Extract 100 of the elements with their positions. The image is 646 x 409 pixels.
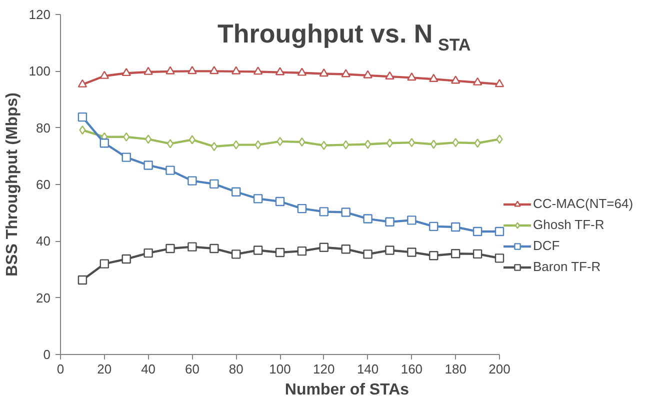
point [275, 196, 285, 206]
point [451, 249, 460, 258]
point [79, 126, 86, 135]
legend-label: Baron TF-R [533, 259, 601, 274]
point [297, 68, 307, 76]
point [319, 242, 328, 252]
point [429, 74, 438, 82]
point [275, 67, 285, 76]
point [319, 68, 328, 77]
point [474, 138, 481, 148]
y-tick-label: 120 [28, 7, 51, 22]
point [341, 244, 350, 254]
point [254, 140, 262, 150]
point [210, 66, 219, 74]
point [342, 140, 350, 150]
x-tick-label: 60 [184, 362, 200, 376]
legend-label: DCF [533, 238, 560, 253]
x-tick-label: 140 [356, 362, 379, 376]
y-tick-label: 60 [36, 177, 51, 192]
y-axis-title: BSS Throughput (Mbps) [4, 92, 21, 276]
point [320, 140, 328, 150]
point [166, 166, 175, 175]
point [78, 275, 88, 285]
point [319, 207, 328, 216]
x-axis-title: Number of STAs [284, 382, 410, 398]
y-tick-label: 80 [36, 120, 51, 136]
point [122, 152, 131, 162]
point [144, 66, 153, 75]
point [188, 135, 196, 144]
point [452, 138, 459, 148]
point [451, 222, 460, 232]
x-tick-label: 120 [313, 362, 335, 376]
point [78, 112, 88, 122]
point [472, 226, 482, 236]
point [386, 138, 394, 148]
point [253, 246, 263, 255]
point [408, 138, 415, 148]
point [188, 66, 197, 74]
point [407, 216, 416, 225]
point [364, 140, 372, 149]
x-tick-label: 200 [488, 362, 510, 376]
point [144, 160, 153, 170]
point [298, 137, 306, 147]
point [363, 214, 372, 224]
x-tick-label: 20 [97, 362, 112, 376]
y-tick-label: 100 [28, 64, 51, 79]
point [78, 79, 88, 88]
point [341, 208, 350, 217]
point [100, 138, 109, 148]
point [122, 68, 131, 76]
point [341, 69, 350, 78]
point [430, 140, 437, 149]
y-tick-label: 40 [36, 234, 51, 249]
point [494, 78, 504, 88]
point [210, 179, 219, 189]
point [188, 176, 197, 186]
point [363, 250, 372, 259]
point [188, 242, 197, 252]
point [232, 250, 241, 259]
point [429, 222, 438, 232]
point [122, 254, 131, 264]
point [253, 66, 263, 75]
point [232, 187, 241, 196]
point [496, 134, 503, 144]
point [472, 77, 482, 86]
point [297, 204, 307, 214]
point [429, 251, 438, 260]
x-tick-label: 80 [228, 362, 244, 376]
point [385, 71, 394, 80]
x-tick-label: 180 [444, 362, 466, 376]
point [166, 66, 175, 74]
x-tick-label: 40 [141, 362, 156, 376]
point [232, 66, 241, 74]
legend-label: Ghosh TF-R [533, 217, 604, 232]
point [385, 246, 394, 255]
point [275, 248, 285, 258]
point [407, 248, 416, 257]
point [363, 70, 372, 78]
point [407, 72, 416, 81]
point [276, 136, 284, 146]
x-tick-label: 100 [269, 362, 291, 376]
point [232, 140, 240, 150]
point [144, 248, 153, 258]
point [253, 194, 263, 204]
x-tick-label: 160 [400, 362, 423, 376]
point [100, 70, 109, 79]
y-tick-label: 0 [43, 347, 51, 362]
point [494, 254, 504, 263]
point [494, 226, 504, 236]
legend-label: CC-MAC(NT=64) [533, 196, 634, 211]
point [166, 244, 175, 254]
point [145, 134, 152, 144]
point [472, 249, 482, 259]
y-tick-label: 20 [36, 290, 51, 306]
point [210, 142, 218, 152]
point [451, 76, 460, 84]
point [385, 217, 394, 226]
point [210, 244, 219, 254]
x-tick-label: 0 [56, 362, 64, 376]
point [166, 139, 174, 148]
